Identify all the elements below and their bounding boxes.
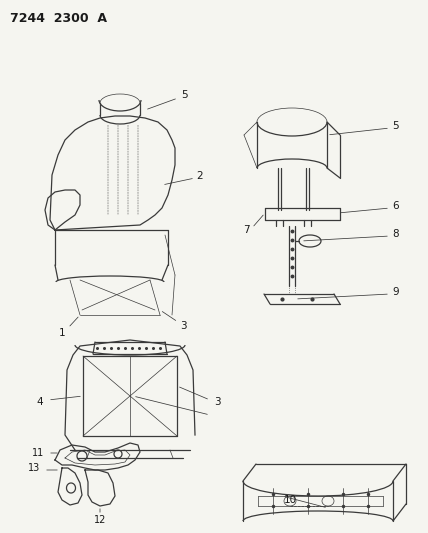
Text: 3: 3 [180,321,186,331]
Text: 5: 5 [182,90,188,100]
Text: 10: 10 [283,495,297,505]
Text: 7244  2300  A: 7244 2300 A [10,12,107,25]
Text: 9: 9 [392,287,399,297]
Text: 2: 2 [197,171,203,181]
Text: 3: 3 [214,397,220,407]
Text: 1: 1 [59,328,65,338]
Text: 13: 13 [28,463,40,473]
Text: 8: 8 [392,229,399,239]
Text: 4: 4 [37,397,43,407]
Text: 5: 5 [392,121,399,131]
Text: 6: 6 [392,201,399,211]
Text: 11: 11 [32,448,44,458]
Text: 12: 12 [94,515,106,525]
Text: 7: 7 [243,225,250,235]
